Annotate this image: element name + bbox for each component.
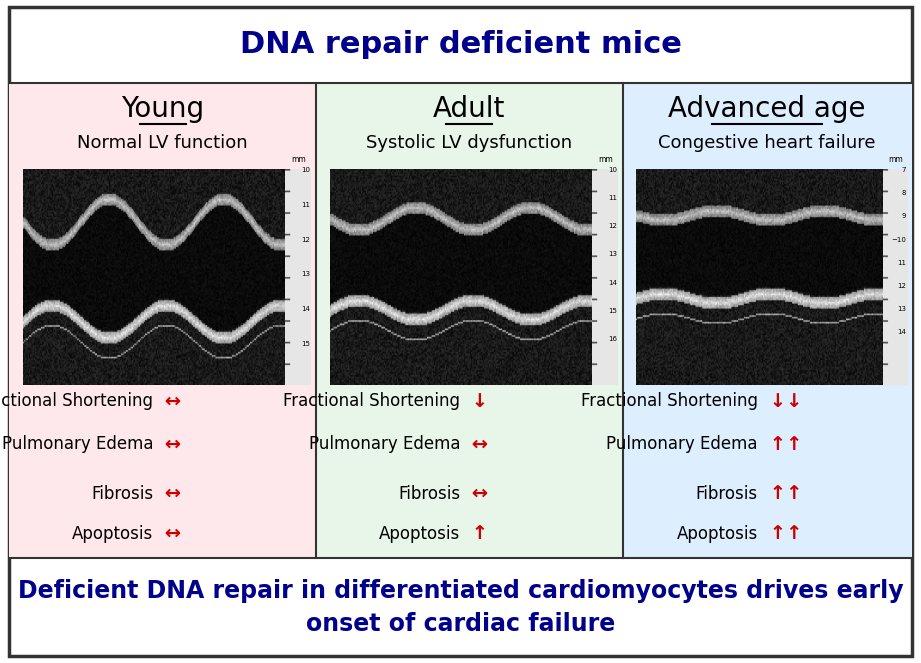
Text: Fibrosis: Fibrosis: [398, 485, 460, 503]
Text: Systolic LV dysfunction: Systolic LV dysfunction: [367, 133, 572, 152]
Text: ↑↑: ↑↑: [763, 524, 802, 543]
Text: ↑↑: ↑↑: [763, 435, 802, 453]
Text: mm: mm: [598, 155, 612, 164]
Text: Apoptosis: Apoptosis: [677, 524, 758, 543]
Text: 15: 15: [608, 308, 617, 314]
Text: 13: 13: [608, 251, 617, 257]
Text: Apoptosis: Apoptosis: [72, 524, 153, 543]
Text: Fractional Shortening: Fractional Shortening: [283, 392, 460, 410]
Text: ↔: ↔: [465, 485, 488, 503]
Text: 13: 13: [897, 306, 906, 312]
Text: Fractional Shortening: Fractional Shortening: [0, 392, 153, 410]
Text: 7: 7: [902, 167, 906, 173]
Text: Fractional Shortening: Fractional Shortening: [581, 392, 758, 410]
Text: Pulmonary Edema: Pulmonary Edema: [2, 435, 153, 453]
Text: Advanced age: Advanced age: [669, 95, 866, 123]
Text: DNA repair deficient mice: DNA repair deficient mice: [239, 30, 682, 59]
Text: −10: −10: [892, 237, 906, 243]
Text: 9: 9: [902, 213, 906, 219]
Text: 11: 11: [897, 260, 906, 266]
Text: mm: mm: [888, 155, 903, 164]
Text: 12: 12: [608, 223, 617, 229]
Text: 8: 8: [902, 190, 906, 196]
Text: ↔: ↔: [158, 524, 181, 543]
Text: 14: 14: [301, 306, 310, 312]
Text: Congestive heart failure: Congestive heart failure: [659, 133, 876, 152]
Text: ↔: ↔: [158, 435, 181, 453]
Text: Normal LV function: Normal LV function: [77, 133, 248, 152]
Text: 11: 11: [608, 195, 617, 201]
Text: ↓↓: ↓↓: [763, 392, 802, 410]
Text: 12: 12: [897, 283, 906, 289]
Text: 11: 11: [301, 202, 310, 208]
Text: ↓: ↓: [465, 392, 488, 410]
Text: Fibrosis: Fibrosis: [91, 485, 153, 503]
Text: ↔: ↔: [465, 435, 488, 453]
Text: 14: 14: [608, 280, 617, 286]
Text: Adult: Adult: [433, 95, 506, 123]
Text: Young: Young: [121, 95, 204, 123]
Text: Pulmonary Edema: Pulmonary Edema: [607, 435, 758, 453]
Bar: [9, 83, 316, 558]
Text: Pulmonary Edema: Pulmonary Edema: [309, 435, 460, 453]
Text: 10: 10: [301, 167, 310, 173]
Bar: [623, 83, 912, 558]
Text: ↑↑: ↑↑: [763, 485, 802, 503]
Text: 12: 12: [301, 237, 310, 243]
Text: ↔: ↔: [158, 485, 181, 503]
Bar: [316, 83, 623, 558]
Text: 15: 15: [301, 341, 310, 347]
Text: Deficient DNA repair in differentiated cardiomyocytes drives early
onset of card: Deficient DNA repair in differentiated c…: [17, 579, 904, 636]
Text: Apoptosis: Apoptosis: [379, 524, 460, 543]
Text: Fibrosis: Fibrosis: [696, 485, 758, 503]
Text: ↑: ↑: [465, 524, 488, 543]
Text: 16: 16: [608, 336, 617, 342]
Text: 10: 10: [608, 167, 617, 173]
Text: 14: 14: [897, 330, 906, 335]
Text: ↔: ↔: [158, 392, 181, 410]
Text: 13: 13: [301, 271, 310, 277]
Text: mm: mm: [291, 155, 306, 164]
